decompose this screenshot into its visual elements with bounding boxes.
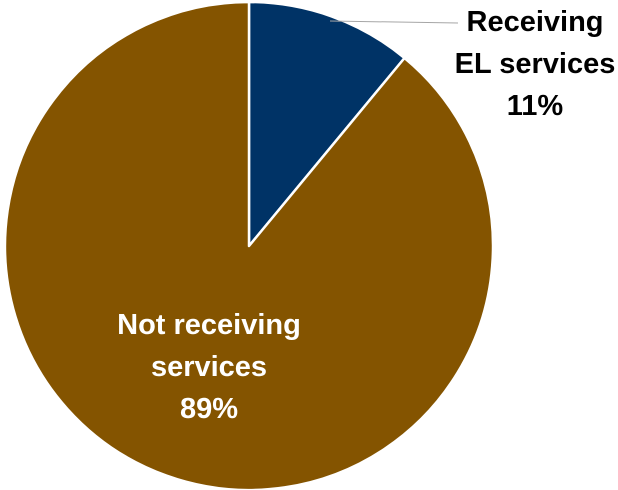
slice-value-label: 89%	[180, 393, 238, 425]
slice-label-line: services	[151, 351, 267, 383]
leader-line-receiving-el-services	[329, 20, 459, 24]
slice-label-line: Not receiving	[117, 309, 301, 341]
slice-label-line: Receiving	[467, 6, 604, 38]
leader-lines	[329, 20, 459, 24]
slice-label-receiving-el-services: Receiving EL services 11%	[455, 6, 616, 122]
slice-label-line: EL services	[455, 48, 616, 80]
pie-slice-not-receiving-services	[3, 0, 495, 490]
pie-slice-receiving-el-services	[247, 0, 406, 248]
slice-labels: Receiving EL services 11% Not receiving serv…	[117, 6, 615, 425]
slice-label-not-receiving-services: Not receiving services 89%	[117, 309, 301, 425]
slice-value-label: 11%	[507, 90, 564, 122]
pie-slices	[3, 0, 495, 490]
